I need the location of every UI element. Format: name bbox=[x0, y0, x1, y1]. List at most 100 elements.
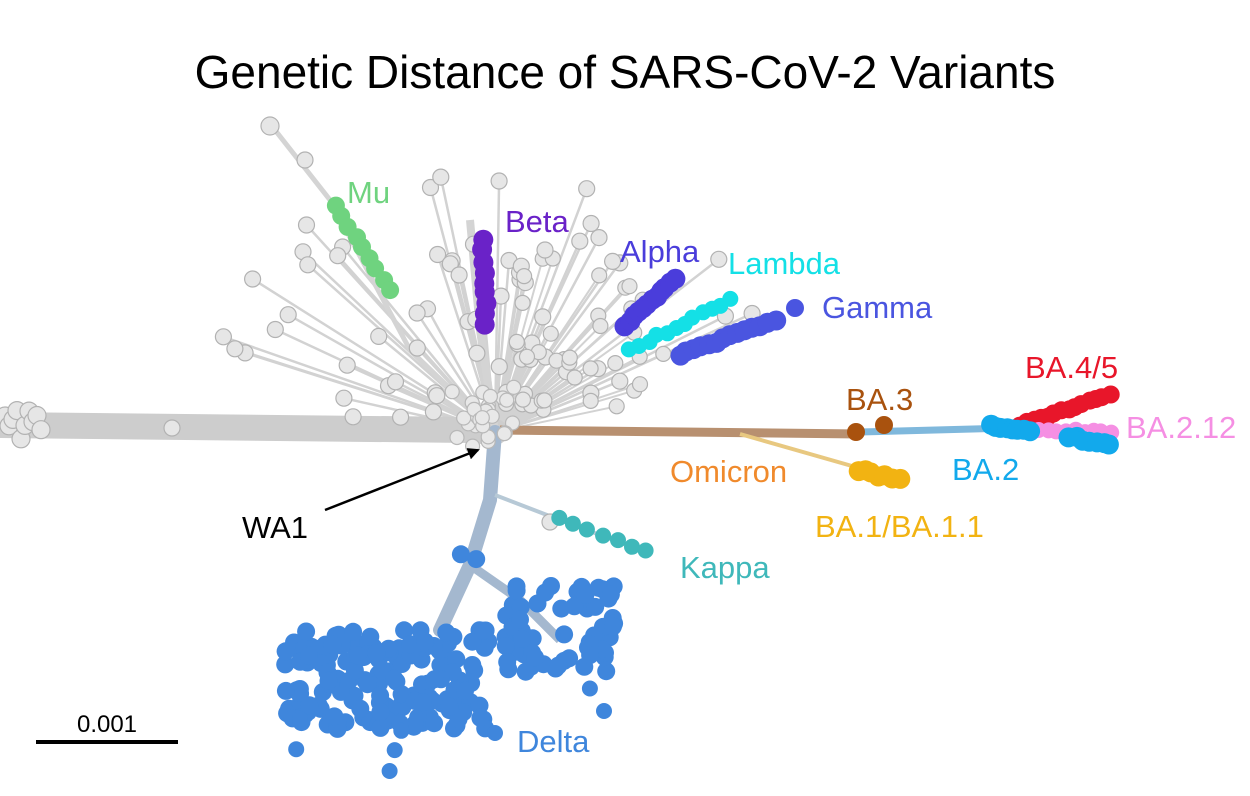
background-node bbox=[582, 360, 599, 377]
background-node bbox=[506, 379, 522, 395]
node-delta bbox=[276, 681, 295, 700]
node-delta bbox=[451, 545, 470, 564]
node-kappa bbox=[610, 532, 626, 549]
node-delta bbox=[471, 708, 490, 727]
clade-label-ba1: BA.1/BA.1.1 bbox=[815, 509, 984, 544]
node-delta bbox=[319, 671, 338, 690]
background-node bbox=[31, 420, 51, 440]
background-node bbox=[296, 151, 314, 169]
node-ba2 bbox=[1020, 421, 1041, 442]
trunk-left bbox=[0, 412, 508, 445]
node-delta bbox=[401, 635, 420, 654]
node-delta bbox=[581, 646, 600, 664]
background-node bbox=[592, 317, 609, 335]
node-kappa bbox=[624, 538, 640, 555]
node-ba2 bbox=[1098, 434, 1119, 455]
background-node bbox=[260, 116, 280, 136]
node-delta bbox=[440, 697, 459, 716]
clade-labels: Mu Beta Alpha Lambda Gamma BA.4/5 BA.3 B… bbox=[242, 175, 1236, 759]
node-delta bbox=[345, 661, 364, 680]
background-nodes bbox=[0, 116, 761, 531]
background-node bbox=[428, 387, 446, 405]
node-delta bbox=[385, 669, 404, 688]
trunk-delta bbox=[433, 425, 502, 637]
node-delta bbox=[498, 653, 517, 671]
node-delta bbox=[349, 646, 368, 665]
background-node bbox=[408, 304, 426, 322]
background-node bbox=[508, 333, 525, 350]
background-node bbox=[534, 308, 552, 326]
background-node bbox=[335, 389, 353, 407]
node-delta bbox=[496, 637, 515, 656]
node-delta bbox=[371, 686, 390, 705]
background-node bbox=[266, 320, 284, 339]
scale-bar-label: 0.001 bbox=[77, 711, 137, 738]
node-delta bbox=[371, 703, 390, 721]
node-delta bbox=[288, 741, 305, 758]
background-node bbox=[338, 356, 356, 374]
node-delta bbox=[297, 622, 316, 641]
background-node bbox=[582, 214, 600, 233]
node-beta bbox=[474, 314, 495, 335]
node-kappa bbox=[551, 509, 568, 526]
background-node bbox=[608, 398, 625, 415]
background-node bbox=[214, 328, 232, 346]
background-node bbox=[408, 339, 426, 357]
background-node bbox=[474, 410, 490, 426]
clade-label-ba45: BA.4/5 bbox=[1025, 350, 1118, 385]
background-node bbox=[578, 180, 596, 198]
node-delta bbox=[351, 699, 370, 718]
background-node bbox=[611, 372, 629, 390]
node-delta bbox=[511, 610, 529, 629]
background-node bbox=[515, 268, 533, 285]
background-node bbox=[329, 247, 347, 265]
background-node bbox=[299, 256, 317, 274]
background-branch bbox=[493, 179, 501, 434]
node-delta bbox=[386, 742, 403, 759]
background-node bbox=[490, 358, 508, 376]
node-ba3 bbox=[875, 416, 893, 434]
node-mu bbox=[381, 281, 400, 300]
background-node bbox=[590, 229, 608, 247]
background-node bbox=[710, 250, 728, 268]
background-node bbox=[244, 270, 262, 288]
background-node bbox=[566, 369, 583, 386]
node-delta bbox=[576, 585, 595, 604]
background-node bbox=[536, 392, 553, 409]
background-node bbox=[297, 216, 316, 234]
node-delta bbox=[358, 675, 377, 694]
node-kappa bbox=[595, 527, 612, 544]
clade-label-delta: Delta bbox=[517, 724, 590, 759]
node-delta bbox=[526, 648, 544, 667]
node-delta bbox=[456, 681, 474, 700]
clade-label-beta: Beta bbox=[505, 204, 570, 239]
background-node bbox=[571, 232, 589, 250]
node-delta bbox=[528, 594, 547, 613]
clade-label-kappa: Kappa bbox=[680, 550, 770, 585]
background-node bbox=[392, 408, 410, 426]
node-delta bbox=[555, 625, 574, 644]
node-delta bbox=[581, 680, 598, 697]
background-node bbox=[655, 345, 672, 362]
root-arrow bbox=[324, 448, 480, 512]
node-delta bbox=[603, 617, 622, 636]
node-gamma bbox=[786, 299, 804, 317]
node-delta bbox=[361, 627, 380, 646]
node-delta bbox=[425, 714, 444, 733]
background-node bbox=[631, 376, 649, 393]
node-kappa bbox=[637, 542, 654, 559]
background-node bbox=[450, 266, 468, 284]
node-delta bbox=[292, 710, 308, 727]
node-kappa bbox=[578, 521, 595, 538]
background-node bbox=[468, 344, 486, 362]
node-delta bbox=[276, 642, 295, 661]
node-alpha bbox=[665, 268, 686, 289]
node-delta bbox=[542, 577, 560, 595]
background-node bbox=[514, 294, 531, 311]
node-delta bbox=[393, 722, 410, 739]
background-node bbox=[518, 348, 536, 365]
background-node bbox=[561, 349, 578, 366]
node-delta bbox=[437, 623, 456, 642]
node-delta bbox=[601, 585, 620, 604]
